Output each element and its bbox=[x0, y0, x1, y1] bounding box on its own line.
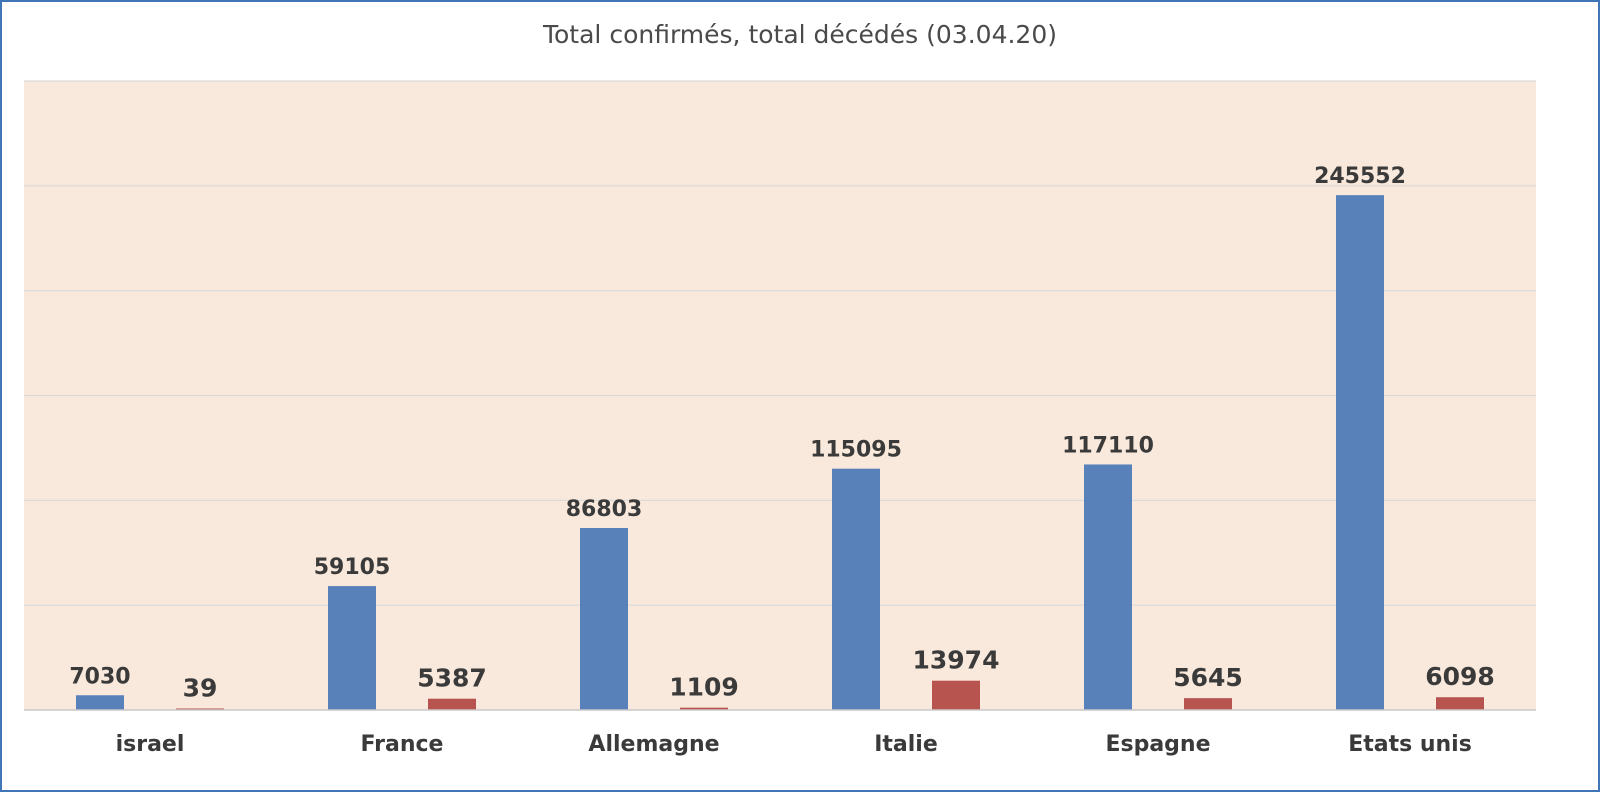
value-label-series-1: 59105 bbox=[314, 555, 391, 580]
value-label-series-2: 13974 bbox=[913, 646, 1000, 675]
bar-series-2-etats-unis bbox=[1436, 697, 1484, 710]
bar-series-1-france bbox=[328, 586, 376, 710]
bars bbox=[76, 195, 1484, 710]
chart-title: Total confirmés, total décédés (03.04.20… bbox=[542, 20, 1057, 49]
bar-series-2-france bbox=[428, 698, 476, 710]
bar-series-1-allemagne bbox=[580, 528, 628, 710]
value-label-series-2: 39 bbox=[183, 674, 218, 703]
value-label-series-2: 5645 bbox=[1173, 663, 1243, 692]
category-label: Allemagne bbox=[588, 732, 719, 757]
category-label: France bbox=[361, 732, 444, 757]
value-label-series-2: 1109 bbox=[669, 673, 739, 702]
value-labels: 7030 39 59105 5387 86803 1109 115095 13974 11711… bbox=[69, 164, 1494, 702]
bar-series-1-etats-unis bbox=[1336, 195, 1384, 710]
category-labels: israel France Allemagne Italie Espagne Etats … bbox=[116, 732, 1472, 757]
bar-series-1-israel bbox=[76, 695, 124, 710]
category-label: Etats unis bbox=[1348, 732, 1472, 757]
value-label-series-1: 7030 bbox=[69, 664, 130, 689]
gridlines bbox=[24, 80, 1536, 606]
category-label: Italie bbox=[874, 732, 938, 757]
category-label: israel bbox=[116, 732, 185, 757]
value-label-series-1: 117110 bbox=[1062, 433, 1154, 458]
value-label-series-1: 86803 bbox=[566, 497, 643, 522]
category-label: Espagne bbox=[1105, 732, 1210, 757]
bar-series-2-allemagne bbox=[680, 707, 728, 710]
value-label-series-1: 245552 bbox=[1314, 164, 1406, 189]
bar-series-2-espagne bbox=[1184, 698, 1232, 710]
bar-series-1-espagne bbox=[1084, 464, 1132, 710]
bar-series-2-italie bbox=[932, 680, 980, 710]
value-label-series-2: 6098 bbox=[1425, 662, 1495, 691]
value-label-series-1: 115095 bbox=[810, 438, 902, 463]
value-label-series-2: 5387 bbox=[417, 664, 487, 693]
bar-series-1-italie bbox=[832, 468, 880, 710]
